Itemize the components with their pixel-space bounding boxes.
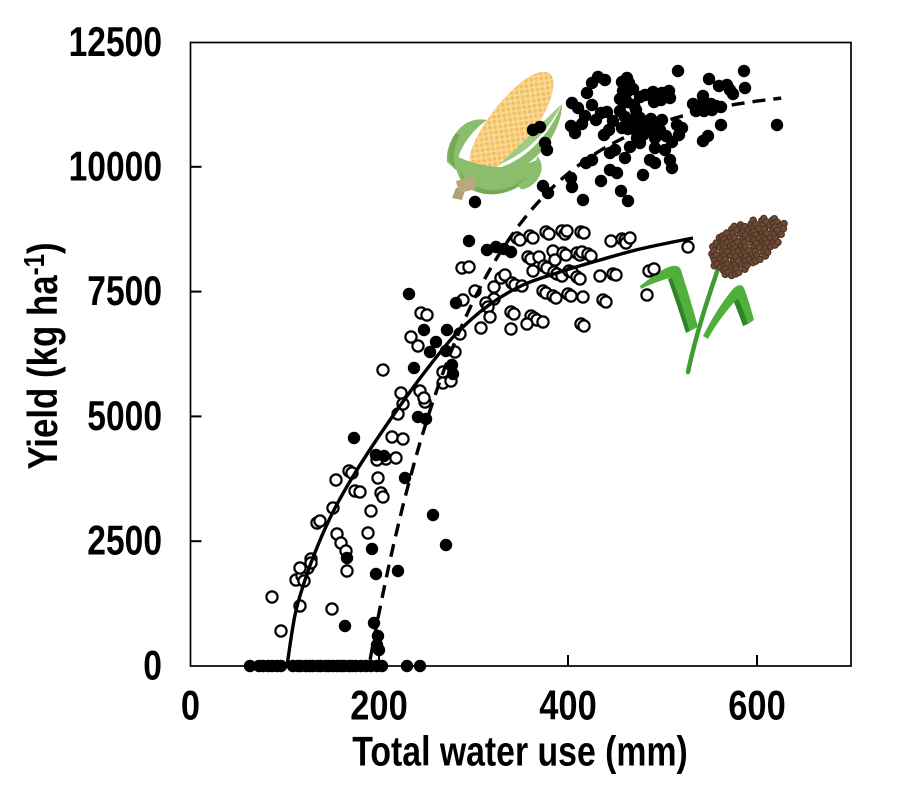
svg-text:200: 200 [350,682,407,729]
svg-text:2500: 2500 [87,518,162,564]
svg-text:600: 600 [728,682,785,729]
svg-text:7500: 7500 [87,269,162,315]
svg-text:Yield (kg ha-1): Yield (kg ha-1) [18,242,67,469]
svg-text:12500: 12500 [69,20,162,66]
svg-text:Total water use (mm): Total water use (mm) [352,728,688,775]
svg-text:0: 0 [143,643,162,689]
svg-text:0: 0 [181,682,200,729]
svg-text:5000: 5000 [87,393,162,439]
svg-text:400: 400 [539,682,596,729]
svg-text:10000: 10000 [69,144,162,190]
